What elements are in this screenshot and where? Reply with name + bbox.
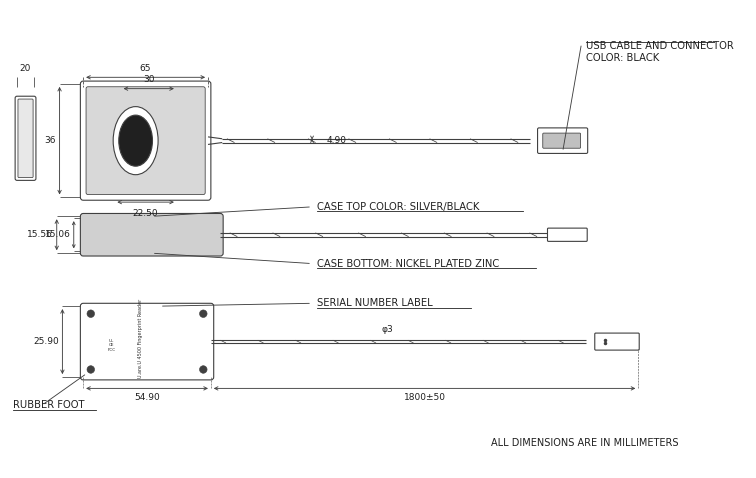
- Circle shape: [200, 366, 207, 373]
- Circle shape: [87, 366, 94, 373]
- Circle shape: [200, 310, 207, 317]
- Ellipse shape: [119, 115, 153, 166]
- FancyBboxPatch shape: [538, 128, 587, 153]
- Ellipse shape: [113, 107, 158, 174]
- Text: φ3: φ3: [381, 325, 393, 334]
- Text: RUBBER FOOT: RUBBER FOOT: [14, 401, 85, 411]
- Text: USB CABLE AND CONNECTOR
COLOR: BLACK: USB CABLE AND CONNECTOR COLOR: BLACK: [586, 42, 734, 63]
- Text: 4.90: 4.90: [327, 136, 346, 145]
- FancyBboxPatch shape: [80, 214, 223, 256]
- FancyBboxPatch shape: [18, 99, 33, 177]
- Text: 54.90: 54.90: [134, 393, 160, 402]
- Text: 15.06: 15.06: [45, 230, 71, 239]
- FancyBboxPatch shape: [543, 133, 581, 148]
- FancyBboxPatch shape: [80, 81, 211, 200]
- FancyBboxPatch shape: [86, 87, 205, 195]
- Text: CASE TOP COLOR: SILVER/BLACK: CASE TOP COLOR: SILVER/BLACK: [317, 202, 479, 212]
- Text: 1800±50: 1800±50: [404, 393, 445, 402]
- Text: U.are.U 4500 Fingerprint Reader: U.are.U 4500 Fingerprint Reader: [138, 298, 143, 378]
- FancyBboxPatch shape: [15, 96, 36, 180]
- Text: 22.50: 22.50: [133, 209, 159, 218]
- FancyBboxPatch shape: [80, 304, 214, 380]
- Text: 25.90: 25.90: [33, 337, 59, 346]
- Text: 65: 65: [140, 64, 151, 73]
- Text: CASE BOTTOM: NICKEL PLATED ZINC: CASE BOTTOM: NICKEL PLATED ZINC: [317, 259, 499, 269]
- Text: 15.56: 15.56: [27, 230, 53, 239]
- Text: 36: 36: [45, 136, 56, 145]
- FancyBboxPatch shape: [595, 333, 640, 350]
- Text: SERIAL NUMBER LABEL: SERIAL NUMBER LABEL: [317, 298, 432, 308]
- Text: 20: 20: [20, 64, 31, 73]
- Circle shape: [87, 310, 94, 317]
- Text: ALL DIMENSIONS ARE IN MILLIMETERS: ALL DIMENSIONS ARE IN MILLIMETERS: [491, 438, 679, 448]
- Text: 30: 30: [143, 75, 154, 84]
- Text: UL
CE
FCC: UL CE FCC: [107, 338, 116, 352]
- FancyBboxPatch shape: [547, 228, 587, 241]
